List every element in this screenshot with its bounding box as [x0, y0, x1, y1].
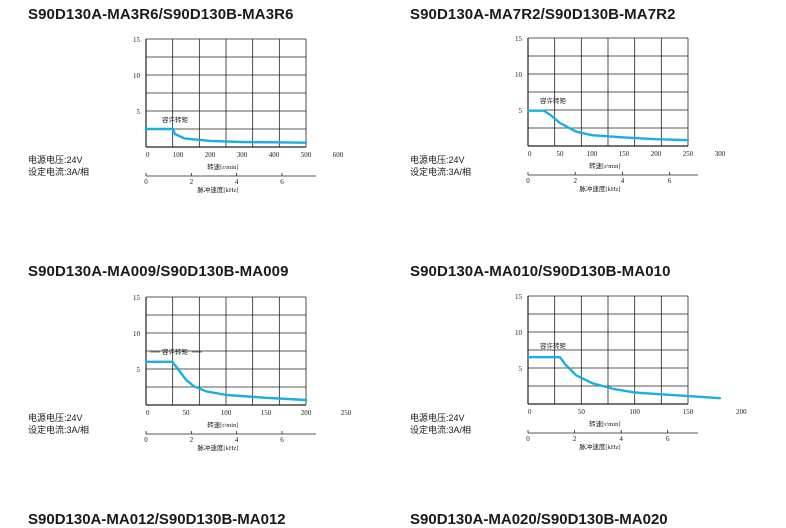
x-tick-label: 50 — [557, 150, 565, 158]
specs: 电源电压:24V 设定电流:3A/相 — [410, 412, 471, 436]
y-tick-label: 10 — [133, 72, 141, 80]
spec-current: 设定电流:3A/相 — [28, 167, 90, 177]
chart-title: S90D130A-MA3R6/S90D130B-MA3R6 — [28, 6, 294, 23]
x-tick-label: 250 — [683, 150, 694, 158]
torque-curve — [526, 355, 722, 400]
spec-current: 设定电流:3A/相 — [410, 167, 472, 177]
chart-panel-ma009: S90D130A-MA009/S90D130B-MA009 5 10 15 0 50 10… — [28, 263, 408, 503]
y-tick-label: 15 — [133, 294, 141, 302]
x-tick-label: 50 — [183, 409, 191, 417]
y-tick-label: 15 — [515, 293, 523, 301]
cut-off-title: S90D130A-MA012/S90D130B-MA012 — [28, 511, 286, 528]
spec-current: 设定电流:3A/相 — [28, 425, 90, 435]
y-tick-label: 5 — [137, 108, 141, 116]
chart-panel-ma7r2: S90D130A-MA7R2/S90D130B-MA7R2 5 10 15 0 50 10… — [410, 6, 786, 246]
pulse-tick-label: 0 — [526, 435, 530, 443]
pulse-tick-label: 0 — [144, 178, 148, 186]
pulse-axis-label: 脉冲速度[kHz] — [579, 184, 620, 193]
pulse-tick-label: 6 — [668, 177, 672, 185]
cut-off-title: S90D130A-MA020/S90D130B-MA020 — [410, 511, 668, 528]
pulse-tick-label: 0 — [144, 436, 148, 444]
y-tick-label: 5 — [519, 107, 523, 115]
chart-title: S90D130A-MA010/S90D130B-MA010 — [410, 263, 671, 280]
pulse-tick-label: 2 — [573, 177, 577, 185]
spec-voltage: 电源电压:24V — [28, 155, 83, 165]
spec-current: 设定电流:3A/相 — [410, 425, 472, 435]
x-tick-label: 0 — [146, 151, 150, 159]
chart-panel-ma010: S90D130A-MA010/S90D130B-MA010 5 10 15 0 50 10… — [410, 263, 786, 503]
pulse-tick-label: 6 — [280, 436, 284, 444]
x-axis-label: 转速[r/min] — [207, 420, 238, 429]
allowed-torque-annotation: 容许转矩 — [162, 115, 189, 124]
y-tick-label: 15 — [133, 36, 141, 44]
torque-curve — [526, 109, 690, 142]
y-tick-label: 10 — [515, 71, 523, 79]
x-tick-label: 100 — [629, 408, 640, 416]
x-axis-label: 转速[r/min] — [589, 419, 620, 428]
x-tick-label: 200 — [736, 408, 747, 416]
spec-voltage: 电源电压:24V — [410, 413, 465, 423]
x-axis-label: 转速[r/min] — [589, 161, 620, 170]
x-tick-label: 250 — [341, 409, 352, 417]
x-tick-label: 600 — [333, 151, 344, 159]
x-tick-label: 150 — [683, 408, 694, 416]
torque-chart-ma3r6: 5 10 15 0 100 200 300 400 500 600 转速[r/min] 0 2 4 6 脉冲速… — [133, 36, 344, 194]
pulse-tick-label: 4 — [619, 435, 623, 443]
x-tick-label: 200 — [301, 409, 312, 417]
x-tick-label: 300 — [715, 150, 726, 158]
specs: 电源电压:24V 设定电流:3A/相 — [28, 412, 89, 436]
x-tick-label: 150 — [261, 409, 272, 417]
x-tick-label: 50 — [578, 408, 586, 416]
x-tick-label: 300 — [237, 151, 248, 159]
chart-panel-ma3r6: S90D130A-MA3R6/S90D130B-MA3R6 5 10 15 0 100 2… — [28, 6, 408, 246]
pulse-tick-label: 4 — [235, 436, 239, 444]
pulse-tick-label: 4 — [235, 178, 239, 186]
y-tick-label: 5 — [519, 365, 523, 373]
x-tick-label: 0 — [146, 409, 150, 417]
x-tick-label: 100 — [221, 409, 232, 417]
pulse-axis-label: 脉冲速度[kHz] — [579, 442, 620, 451]
spec-voltage: 电源电压:24V — [410, 155, 465, 165]
spec-voltage: 电源电压:24V — [28, 413, 83, 423]
x-tick-label: 100 — [587, 150, 598, 158]
pulse-axis-label: 脉冲速度[kHz] — [197, 185, 238, 194]
x-axis-label: 转速[r/min] — [207, 162, 238, 171]
y-tick-label: 15 — [515, 35, 523, 43]
pulse-tick-label: 2 — [190, 178, 194, 186]
allowed-torque-annotation: 容许转矩 — [162, 347, 189, 356]
pulse-tick-label: 2 — [573, 435, 577, 443]
chart-title: S90D130A-MA7R2/S90D130B-MA7R2 — [410, 6, 676, 23]
allowed-torque-annotation: 容许转矩 — [540, 341, 567, 350]
x-tick-label: 150 — [619, 150, 630, 158]
pulse-tick-label: 0 — [526, 177, 530, 185]
pulse-tick-label: 6 — [666, 435, 670, 443]
torque-curve — [144, 360, 308, 402]
pulse-axis-label: 脉冲速度[kHz] — [197, 443, 238, 452]
pulse-tick-label: 4 — [621, 177, 625, 185]
x-tick-label: 500 — [301, 151, 312, 159]
x-tick-label: 0 — [528, 150, 532, 158]
x-tick-label: 100 — [173, 151, 184, 159]
y-tick-label: 10 — [515, 329, 523, 337]
allowed-torque-annotation: 容许转矩 — [540, 96, 567, 105]
x-tick-label: 200 — [205, 151, 216, 159]
specs: 电源电压:24V 设定电流:3A/相 — [410, 154, 471, 178]
specs: 电源电压:24V 设定电流:3A/相 — [28, 154, 89, 178]
x-tick-label: 0 — [528, 408, 532, 416]
pulse-tick-label: 6 — [280, 178, 284, 186]
y-tick-label: 10 — [133, 330, 141, 338]
x-tick-label: 200 — [651, 150, 662, 158]
y-tick-label: 5 — [137, 366, 141, 374]
chart-title: S90D130A-MA009/S90D130B-MA009 — [28, 263, 289, 280]
pulse-tick-label: 2 — [190, 436, 194, 444]
torque-curve — [144, 127, 308, 144]
x-tick-label: 400 — [269, 151, 280, 159]
